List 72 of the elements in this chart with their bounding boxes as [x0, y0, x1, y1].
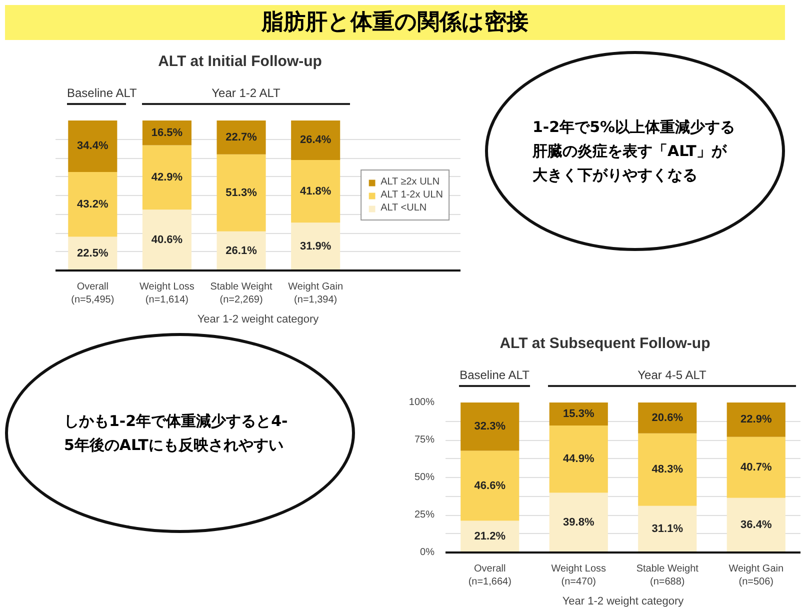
bar — [726, 498, 786, 552]
data-label: 42.9% — [151, 171, 183, 184]
data-label: 15.3% — [563, 408, 594, 420]
data-label: 51.3% — [226, 186, 258, 199]
data-label: 34.4% — [77, 140, 108, 152]
text: Year 1-2 ALT — [142, 85, 350, 106]
data-label: 48.3% — [652, 464, 684, 476]
x-axis-title: Year 1-2 weight category — [562, 596, 684, 607]
bar — [68, 120, 118, 172]
bar — [638, 402, 697, 434]
data-label: 31.9% — [300, 240, 332, 253]
text: Year 4-5 ALT — [548, 367, 796, 388]
data-label: 40.7% — [740, 461, 772, 474]
bar — [291, 160, 340, 223]
y-tick-label: 50% — [414, 472, 435, 483]
x-tick-label: Stable Weight (n=688) — [636, 564, 699, 588]
bar — [549, 402, 608, 426]
bar — [216, 154, 266, 232]
bar — [142, 210, 192, 270]
bar — [142, 145, 192, 210]
x-tick-label: Weight Loss (n=470) — [551, 564, 606, 588]
y-tick-label: 100% — [408, 397, 435, 408]
bar — [726, 402, 786, 437]
legend-label: ALT <ULN — [380, 202, 427, 214]
data-label: 31.1% — [652, 523, 684, 536]
data-label: 26.4% — [300, 134, 332, 146]
y-tick-label: 25% — [414, 510, 435, 520]
data-label: 41.8% — [300, 185, 332, 198]
chart-title: ALT at Subsequent Follow-up — [498, 334, 712, 354]
data-label: 40.6% — [151, 234, 183, 246]
data-label: 22.9% — [740, 414, 772, 426]
bar — [549, 492, 608, 552]
text: Baseline ALT — [67, 85, 137, 102]
x-tick-label: Overall (n=5,495) — [71, 282, 114, 306]
data-label: 39.8% — [563, 516, 594, 529]
x-tick-label: Weight Gain (n=506) — [728, 564, 784, 588]
x-axis-title: Year 1-2 weight category — [197, 314, 320, 326]
legend-label: ALT ≥2x ULN — [380, 176, 440, 188]
bar — [460, 402, 520, 451]
legend-label: ALT 1-2x ULN — [380, 190, 443, 200]
bar — [549, 425, 608, 493]
y-tick-label: 0% — [420, 547, 435, 558]
bar — [216, 120, 266, 154]
x-tick-label: Stable Weight (n=2,269) — [210, 282, 273, 306]
data-label: 21.2% — [474, 530, 506, 543]
bar — [291, 222, 340, 270]
bar — [291, 120, 340, 160]
x-tick-label: Weight Gain (n=1,394) — [288, 282, 344, 306]
text: しかも1-2年で体重減少すると4-5年後のALTにも反映されやすい — [64, 411, 289, 456]
data-label: 22.5% — [77, 248, 108, 260]
chart-title: ALT at Initial Follow-up — [157, 52, 323, 72]
data-label: 20.6% — [652, 412, 684, 424]
data-label: 22.7% — [226, 131, 258, 144]
bar — [460, 520, 520, 552]
data-label: 16.5% — [151, 126, 183, 139]
data-label: 44.9% — [563, 453, 594, 466]
text: 脂肪肝と体重の関係は密接 — [5, 5, 785, 40]
bar — [68, 172, 118, 237]
data-label: 43.2% — [77, 198, 108, 210]
text: Baseline ALT — [459, 367, 530, 388]
data-label: 46.6% — [474, 480, 506, 492]
text: 1-2年で5%以上体重減少する肝臓の炎症を表す「ALT」が大きく下がりやすくなる — [532, 117, 736, 186]
data-label: 36.4% — [740, 519, 772, 532]
data-label: 26.1% — [226, 244, 258, 257]
bar — [726, 436, 786, 498]
y-tick-label: 75% — [414, 434, 435, 446]
data-label: 32.3% — [474, 420, 506, 433]
bar — [638, 506, 697, 552]
bar — [460, 450, 520, 521]
x-tick-label: Weight Loss (n=1,614) — [140, 282, 194, 306]
x-tick-label: Overall (n=1,664) — [468, 564, 512, 588]
bar — [638, 433, 697, 506]
